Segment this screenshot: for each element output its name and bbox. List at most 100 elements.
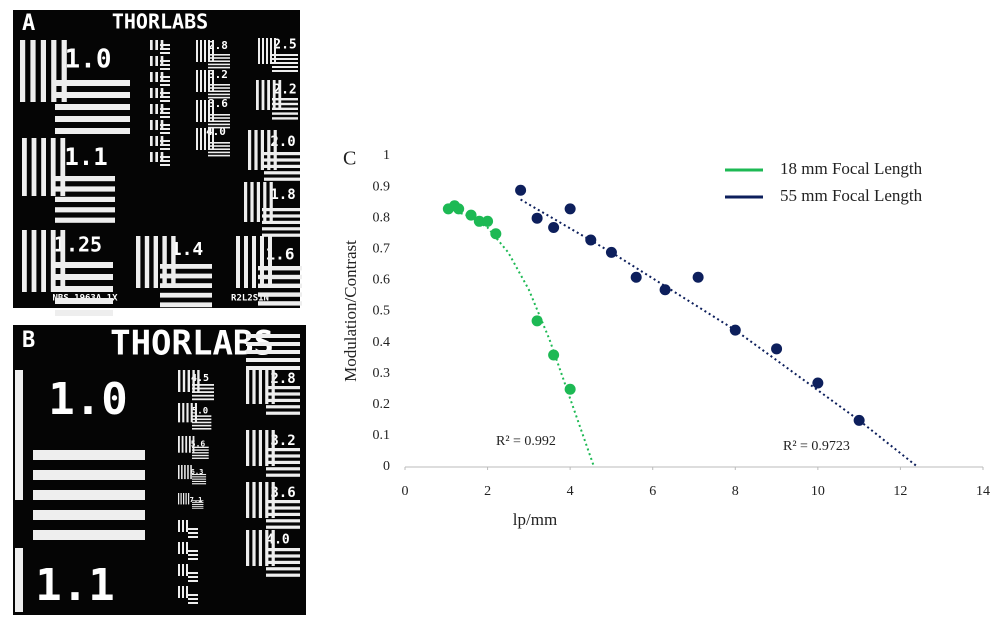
target-bar [266, 405, 300, 409]
group-label: 1.4 [171, 239, 204, 260]
target-bar [192, 454, 209, 457]
target-bar [258, 266, 302, 271]
target-bar [252, 430, 256, 466]
target-bar [192, 478, 207, 480]
data-point [490, 228, 502, 240]
target-bar [192, 483, 207, 485]
target-bar [192, 502, 204, 504]
target-bar [192, 424, 212, 427]
target-bar [266, 392, 300, 396]
target-bar [266, 560, 300, 564]
y-tick-label: 0.4 [373, 335, 391, 350]
target-bar [246, 334, 300, 338]
target-bar [264, 177, 300, 181]
target-bar [55, 116, 130, 122]
target-bar [212, 70, 214, 92]
target-bar [180, 493, 182, 505]
target-bar [55, 128, 130, 134]
target-bar [246, 342, 300, 346]
target-bar [33, 490, 145, 500]
data-point [853, 414, 865, 426]
target-bar [60, 138, 66, 196]
target-bar [266, 454, 300, 458]
target-bar [272, 70, 298, 72]
data-point [531, 315, 543, 327]
target-bar [248, 130, 252, 170]
target-bar [266, 386, 300, 390]
target-bar [160, 264, 212, 269]
target-bar [41, 138, 46, 196]
target-bar [171, 236, 176, 288]
target-bar [182, 586, 184, 598]
target-bar [188, 528, 198, 530]
target-bar [162, 236, 167, 288]
target-bar [252, 236, 256, 288]
target-bar [262, 208, 300, 212]
data-point [564, 203, 576, 215]
target-bar [246, 358, 300, 362]
target-bar [260, 236, 264, 288]
target-bar [160, 60, 170, 62]
target-bar [188, 598, 198, 600]
target-bar [15, 548, 23, 612]
target-bar [160, 128, 170, 130]
target-bar [160, 292, 212, 298]
target-bar [252, 530, 256, 566]
panel-label: C [343, 148, 356, 170]
target-bar [272, 112, 298, 115]
group-label: 4.0 [266, 533, 290, 548]
target-bar [208, 128, 210, 150]
target-bar [61, 40, 67, 102]
chart: C lp/mm Modulation/Contrast 0 0.1 0.2 0.3 0.… [341, 148, 990, 529]
target-bar [208, 93, 230, 96]
target-bar [196, 100, 198, 122]
target-bar [208, 154, 230, 157]
target-bar [187, 370, 190, 392]
target-bar [273, 130, 277, 170]
target-bar [270, 38, 272, 64]
target-bar [55, 207, 115, 213]
target-bar [264, 171, 300, 175]
target-bar [55, 92, 130, 98]
target-bar [178, 493, 180, 505]
target-bar [272, 54, 298, 56]
target-bar [244, 182, 248, 222]
target-bar [192, 452, 209, 454]
target-bar [266, 506, 300, 510]
x-tick-label: 2 [484, 484, 491, 499]
target-bar [208, 90, 230, 92]
group-label: 6.3 [191, 468, 204, 476]
target-bar [246, 366, 300, 370]
target-bar [153, 236, 158, 288]
target-bar [272, 66, 298, 68]
target-bar [31, 230, 37, 292]
r2-label: R² = 0.992 [496, 434, 556, 449]
target-bar [41, 230, 46, 292]
target-bar [208, 117, 230, 119]
data-point [564, 383, 576, 395]
target-bar [256, 80, 259, 110]
target-bar [22, 138, 27, 196]
target-bar [192, 384, 214, 386]
group-label: 1.6 [266, 245, 295, 264]
target-bar [188, 558, 198, 560]
target-bar [208, 142, 230, 144]
target-bar [192, 391, 214, 393]
target-bar [178, 586, 180, 598]
footer-text: R2L2S1N [231, 294, 269, 304]
data-point [630, 271, 642, 283]
target-bar [150, 152, 153, 162]
target-bar [150, 88, 153, 98]
target-bar [160, 108, 170, 110]
target-bar [160, 68, 170, 70]
x-tick-label: 6 [649, 484, 656, 499]
group-label: 7.1 [190, 496, 203, 504]
y-tick-label: 0.6 [373, 273, 391, 288]
target-bar [264, 158, 300, 162]
target-bar [190, 403, 193, 423]
target-bar [250, 182, 254, 222]
target-bar [208, 60, 230, 62]
target-bar [196, 128, 198, 150]
photo-b: B THORLABS 1.0 1.1 4.5 5.0 5.6 6.3 7.1 2… [13, 324, 306, 615]
